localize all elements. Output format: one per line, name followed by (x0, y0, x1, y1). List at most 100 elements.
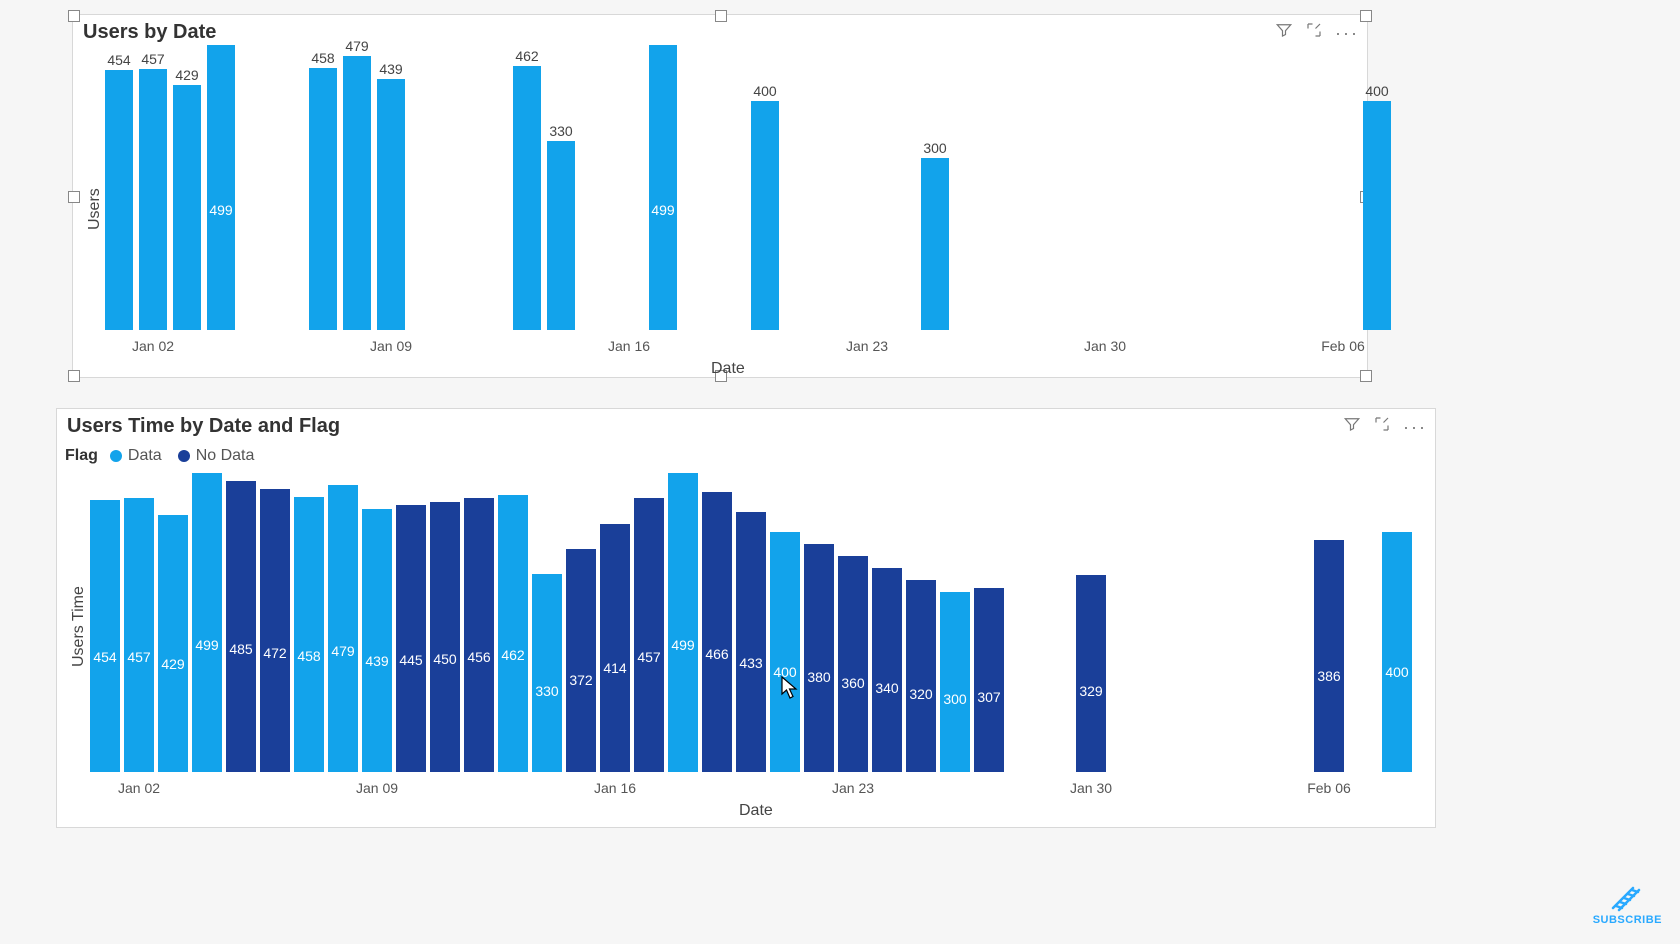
focus-mode-icon[interactable] (1373, 415, 1391, 438)
resize-handle-icon[interactable] (68, 10, 80, 22)
bar-value-label: 499 (671, 637, 694, 653)
bar[interactable] (668, 473, 698, 772)
chart1-x-axis-label: Date (711, 360, 745, 378)
bar[interactable] (430, 502, 460, 772)
chart2-plot-area: 4544574294994854724584794394454504564623… (90, 472, 1428, 772)
bar-value-label: 300 (943, 691, 966, 707)
resize-handle-icon[interactable] (1360, 10, 1372, 22)
bar[interactable] (1382, 532, 1412, 772)
bar[interactable] (532, 574, 562, 772)
bar[interactable] (736, 512, 766, 772)
legend-item-label[interactable]: Data (128, 447, 162, 465)
legend-item-label[interactable]: No Data (196, 447, 255, 465)
bar[interactable] (600, 524, 630, 772)
bar-value-label: 457 (127, 649, 150, 665)
x-tick-label: Feb 06 (1307, 780, 1351, 796)
bar-value-label: 472 (263, 645, 286, 661)
subscribe-label: SUBSCRIBE (1593, 914, 1662, 926)
bar[interactable] (294, 497, 324, 772)
bar[interactable] (838, 556, 868, 772)
bar[interactable] (158, 515, 188, 772)
x-tick-label: Jan 09 (356, 780, 398, 796)
legend-title: Flag (65, 447, 98, 465)
bar-value-label: 320 (909, 686, 932, 702)
resize-handle-icon[interactable] (68, 370, 80, 382)
bar-value-label: 499 (651, 202, 674, 218)
bar-value-label: 454 (107, 52, 130, 68)
bar[interactable] (974, 588, 1004, 772)
bar[interactable] (940, 592, 970, 772)
resize-handle-icon[interactable] (68, 191, 80, 203)
subscribe-watermark: SUBSCRIBE (1593, 880, 1662, 926)
bar-value-label: 457 (141, 51, 164, 67)
bar[interactable] (1076, 575, 1106, 772)
bar[interactable] (260, 489, 290, 772)
bar[interactable] (513, 66, 541, 330)
bar-value-label: 400 (1365, 83, 1388, 99)
bar[interactable] (105, 70, 133, 330)
bar[interactable] (634, 498, 664, 772)
bar[interactable] (498, 495, 528, 772)
bar[interactable] (464, 498, 494, 772)
bar-value-label: 462 (501, 647, 524, 663)
filter-icon[interactable] (1343, 415, 1361, 438)
bar[interactable] (770, 532, 800, 772)
bar-value-label: 414 (603, 660, 626, 676)
bar[interactable] (207, 45, 235, 330)
chart1-plot-area: 454457429499458479439462330499400300400J… (105, 44, 1357, 330)
bar-value-label: 439 (379, 61, 402, 77)
more-options-icon[interactable]: ··· (1335, 28, 1359, 38)
bar-value-label: 429 (161, 656, 184, 672)
chart2-y-axis-label: Users Time (70, 586, 88, 667)
bar[interactable] (173, 85, 201, 330)
bar[interactable] (226, 481, 256, 772)
bar-value-label: 400 (1385, 664, 1408, 680)
dna-icon (1607, 880, 1647, 912)
x-tick-label: Jan 02 (132, 338, 174, 354)
chart2-x-axis-label: Date (739, 802, 773, 820)
bar-value-label: 445 (399, 652, 422, 668)
bar-value-label: 372 (569, 672, 592, 688)
bar[interactable] (921, 158, 949, 330)
bar[interactable] (139, 69, 167, 330)
bar[interactable] (377, 79, 405, 330)
focus-mode-icon[interactable] (1305, 21, 1323, 44)
bar[interactable] (906, 580, 936, 772)
more-options-icon[interactable]: ··· (1403, 422, 1427, 432)
resize-handle-icon[interactable] (715, 10, 727, 22)
bar[interactable] (547, 141, 575, 330)
bar[interactable] (804, 544, 834, 772)
bar-value-label: 458 (297, 648, 320, 664)
filter-icon[interactable] (1275, 21, 1293, 44)
bar[interactable] (702, 492, 732, 772)
bar-value-label: 479 (345, 38, 368, 54)
bar-value-label: 485 (229, 641, 252, 657)
resize-handle-icon[interactable] (1360, 370, 1372, 382)
bar-value-label: 499 (195, 637, 218, 653)
bar[interactable] (1314, 540, 1344, 772)
x-tick-label: Jan 30 (1084, 338, 1126, 354)
chart-title: Users by Date (83, 21, 216, 44)
bar[interactable] (309, 68, 337, 330)
bar[interactable] (751, 101, 779, 330)
bar-value-label: 330 (549, 123, 572, 139)
bar-value-label: 479 (331, 643, 354, 659)
chart2-legend: Flag Data No Data (65, 447, 264, 465)
bar[interactable] (90, 500, 120, 772)
bar-value-label: 300 (923, 140, 946, 156)
bar[interactable] (362, 509, 392, 772)
bar[interactable] (1363, 101, 1391, 330)
bar[interactable] (872, 568, 902, 772)
bar[interactable] (328, 485, 358, 772)
bar-value-label: 458 (311, 50, 334, 66)
bar[interactable] (192, 473, 222, 772)
bar-value-label: 462 (515, 48, 538, 64)
bar[interactable] (566, 549, 596, 772)
bar[interactable] (649, 45, 677, 330)
bar-value-label: 439 (365, 653, 388, 669)
bar[interactable] (343, 56, 371, 330)
bar-value-label: 457 (637, 649, 660, 665)
bar[interactable] (124, 498, 154, 772)
bar[interactable] (396, 505, 426, 772)
legend-swatch (110, 450, 122, 462)
